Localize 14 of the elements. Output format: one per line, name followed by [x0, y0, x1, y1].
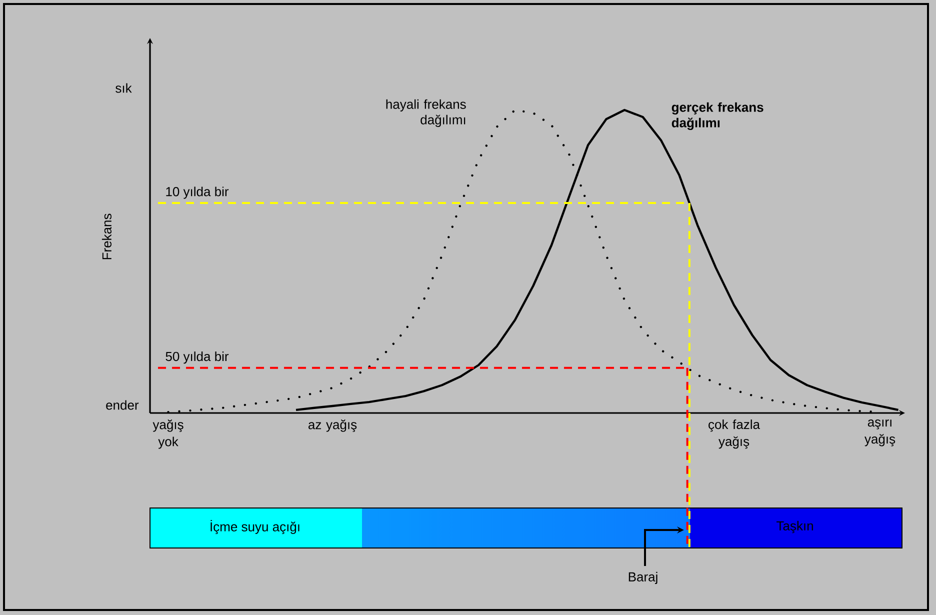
text: Baraj [628, 572, 658, 584]
text: sık [116, 83, 132, 93]
y-axis-title: Frekans [102, 214, 112, 260]
x-tick-label: çok fazla yağış [708, 420, 760, 449]
x-tick-label: yağış yok [152, 420, 184, 449]
text: İçme suyu açığı [210, 520, 300, 534]
ref-line-label: 10 yılda bir [166, 186, 229, 199]
text: ender [106, 400, 139, 410]
x-tick-label: az yağış [308, 420, 357, 432]
ref-line-label: 50 yılda bir [166, 352, 229, 364]
text: Taşkın [776, 520, 813, 534]
text: hayali frekans dağılımı [386, 99, 466, 127]
x-tick-label: aşırı yağış [864, 420, 896, 446]
series-label: gerçek frekans dağılımı [672, 102, 764, 130]
